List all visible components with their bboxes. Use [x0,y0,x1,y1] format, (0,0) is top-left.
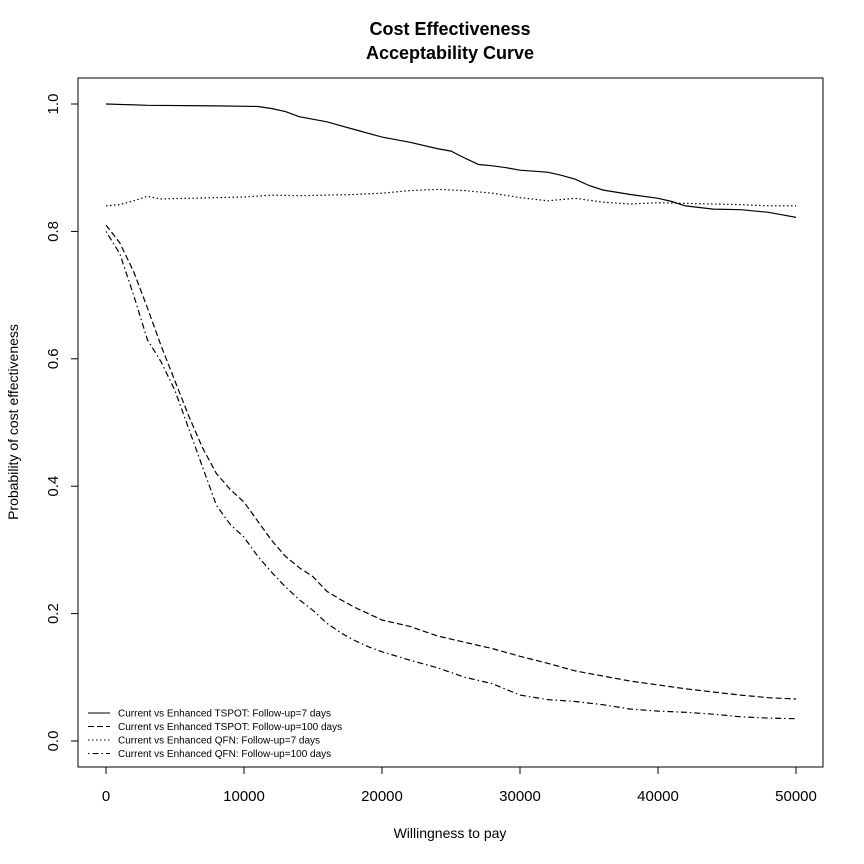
series-line-3 [105,188,796,207]
x-tick-label: 0 [102,788,110,805]
x-axis: 0 10000 20000 30000 40000 50000 [102,767,817,805]
legend-label-4: Current vs Enhanced QFN: Follow-up=100 d… [118,749,331,760]
chart-title-line-2: Acceptability Curve [366,43,534,63]
y-tick-label: 0.2 [45,603,62,624]
y-tick-label: 0.8 [45,221,62,242]
legend: Current vs Enhanced TSPOT: Follow-up=7 d… [88,709,342,760]
x-tick-label: 40000 [637,788,679,805]
x-tick-label: 50000 [775,788,817,805]
chart-title-line-1: Cost Effectiveness [369,19,530,39]
x-tick-label: 30000 [499,788,541,805]
legend-label-1: Current vs Enhanced TSPOT: Follow-up=7 d… [118,709,331,720]
y-tick-label: 0.4 [45,476,62,497]
legend-label-2: Current vs Enhanced TSPOT: Follow-up=100… [118,722,342,733]
series-lines [105,103,797,720]
y-tick-label: 0.6 [45,348,62,369]
y-tick-label: 1.0 [45,94,62,115]
y-axis: 0.0 0.2 0.4 0.6 0.8 1.0 [45,94,78,752]
series-line-2 [105,224,797,700]
x-tick-label: 10000 [223,788,265,805]
series-line-1 [105,103,797,218]
x-tick-label: 20000 [361,788,403,805]
y-axis-label: Probability of cost effectiveness [5,324,21,520]
legend-label-3: Current vs Enhanced QFN: Follow-up=7 day… [118,736,320,747]
y-tick-label: 0.0 [45,731,62,752]
series-line-4 [105,231,797,720]
plot-frame [77,77,824,768]
x-axis-label: Willingness to pay [394,825,507,841]
